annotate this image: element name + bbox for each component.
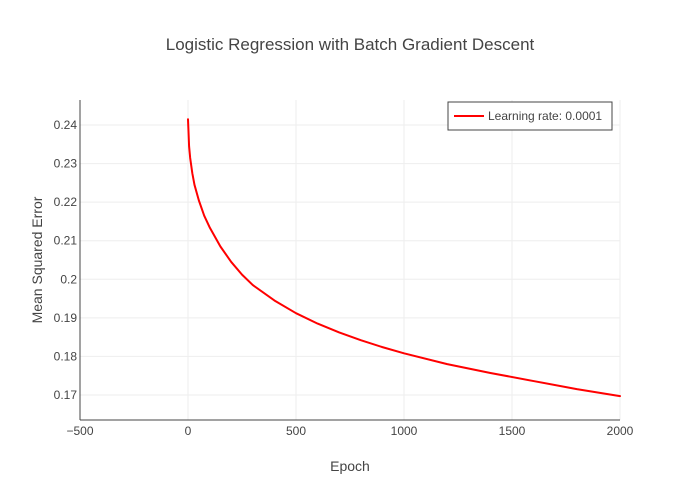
x-tick-label: 2000 — [607, 424, 634, 438]
chart-title: Logistic Regression with Batch Gradient … — [166, 35, 535, 54]
grid — [80, 100, 621, 420]
x-tick-label: 500 — [286, 424, 306, 438]
y-tick-label: 0.24 — [54, 118, 78, 132]
legend-label: Learning rate: 0.0001 — [488, 109, 602, 123]
y-tick-label: 0.22 — [54, 195, 78, 209]
x-axis-ticks: −500 0 500 1000 1500 2000 — [66, 424, 633, 438]
x-tick-label: −500 — [66, 424, 93, 438]
x-tick-label: 1000 — [391, 424, 418, 438]
x-tick-label: 1500 — [499, 424, 526, 438]
y-tick-label: 0.23 — [54, 157, 78, 171]
y-tick-label: 0.17 — [54, 388, 78, 402]
series-group — [187, 118, 621, 398]
y-tick-label: 0.21 — [54, 234, 78, 248]
legend: Learning rate: 0.0001 — [447, 101, 613, 131]
y-axis-title: Mean Squared Error — [29, 196, 45, 323]
axes — [79, 100, 620, 421]
y-axis-ticks: 0.17 0.18 0.19 0.2 0.21 0.22 0.23 0.24 — [54, 118, 78, 402]
y-tick-label: 0.2 — [60, 272, 77, 286]
series-line-0 — [187, 118, 621, 398]
y-tick-label: 0.18 — [54, 349, 78, 363]
y-tick-label: 0.19 — [54, 311, 78, 325]
x-tick-label: 0 — [185, 424, 192, 438]
x-axis-title: Epoch — [330, 458, 370, 474]
